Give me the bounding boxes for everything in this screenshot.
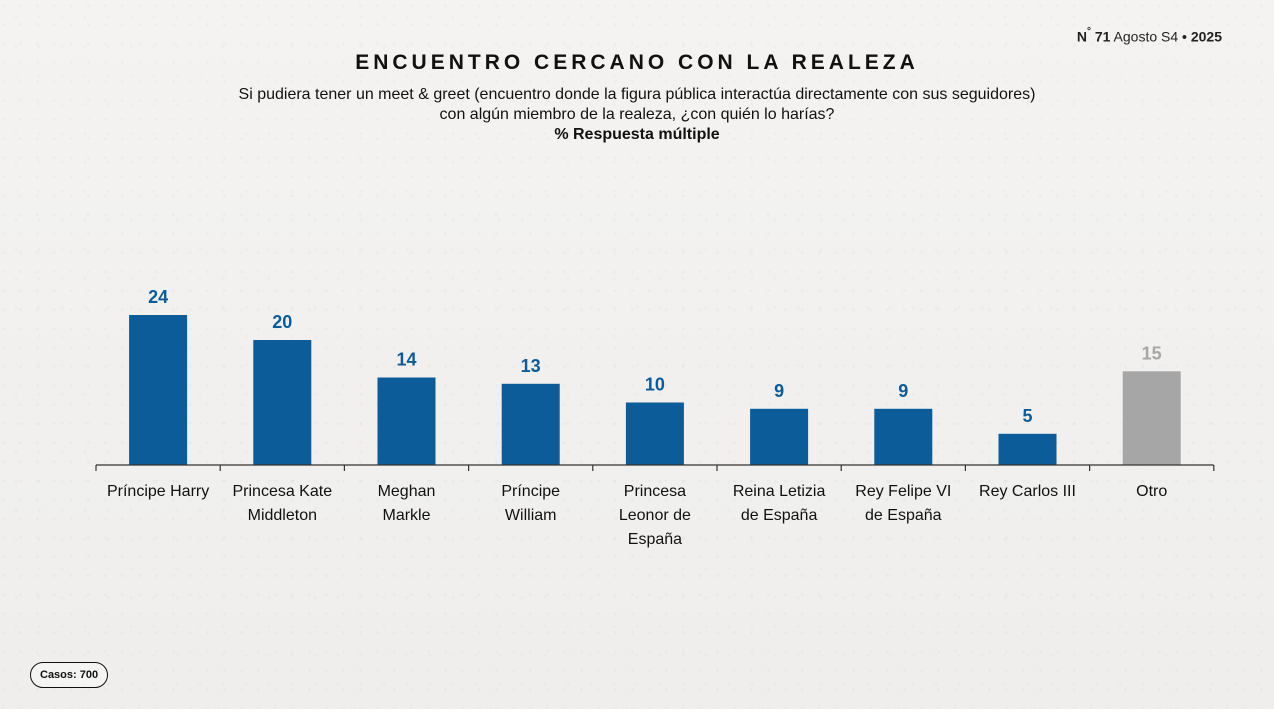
category-label-line: Otro [1136,483,1167,500]
value-label-1: 20 [272,312,292,332]
category-label-line: Príncipe [501,483,560,500]
bar-5 [750,408,809,466]
bar-4 [625,402,684,465]
value-label-8: 15 [1142,343,1162,363]
category-label-line: Rey Felipe VI [855,483,951,500]
category-label-line: Meghan [378,483,436,500]
value-label-0: 24 [148,287,168,307]
category-label-6: Rey Felipe VI de España [855,483,951,524]
chart-title: ENCUENTRO CERCANO CON LA REALEZA [355,51,919,74]
category-label-line: Príncipe Harry [107,483,209,500]
category-label-0: Príncipe Harry [107,483,209,500]
category-label-1: Princesa Kate Middleton [232,483,332,524]
category-label-line: de España [865,507,942,524]
bar-8 [1122,371,1181,466]
issue-number-value: 71 [1094,28,1111,45]
response-type-note: % Respuesta múltiple [554,126,720,143]
survey-question-line-1: Si pudiera tener un meet & greet (encuen… [238,86,1036,103]
category-label-line: Markle [382,507,430,524]
issue-prefix: N [1076,28,1087,45]
category-label-line: Leonor de [619,507,691,524]
category-label-line: Princesa Kate [232,483,332,500]
value-label-4: 10 [645,375,665,395]
category-label-line: Princesa [624,483,686,500]
bar-1 [253,340,312,465]
issue-number: N° 71 Agosto S4 • 2025 [1076,26,1222,45]
category-label-line: Middleton [248,507,317,524]
survey-question: Si pudiera tener un meet & greet (encuen… [0,85,1274,145]
bar-7 [998,433,1057,466]
issue-year: 2025 [1190,28,1222,45]
category-label-4: Princesa Leonor de España [619,483,691,548]
issue-period: Agosto S4 [1113,28,1179,45]
issue-degree: ° [1086,26,1091,37]
category-label-line: de España [741,507,818,524]
value-label-2: 14 [396,350,416,370]
category-label-3: Príncipe William [501,483,560,524]
bar-0 [129,315,188,465]
category-label-5: Reina Letizia de España [733,483,826,524]
value-label-7: 5 [1022,406,1032,426]
value-label-3: 13 [521,356,541,376]
category-label-8: Otro [1136,483,1167,500]
bar-6 [874,408,933,466]
value-label-5: 9 [774,381,784,401]
category-label-line: Rey Carlos III [979,483,1076,500]
category-label-line: Reina Letizia [733,483,826,500]
bar-3 [501,383,560,466]
bar-2 [377,377,436,465]
category-label-line: España [628,531,682,548]
value-label-6: 9 [898,381,908,401]
category-label-2: Meghan Markle [378,483,436,524]
survey-question-line-2: con algún miembro de la realeza, ¿con qu… [439,106,835,123]
category-label-7: Rey Carlos III [979,483,1076,500]
cases-badge: Casos: 700 [30,662,109,688]
chart-header: ENCUENTRO CERCANO CON LA REALEZA Si pudi… [0,51,1274,145]
issue-separator: • [1182,28,1187,45]
category-label-line: William [505,507,557,524]
